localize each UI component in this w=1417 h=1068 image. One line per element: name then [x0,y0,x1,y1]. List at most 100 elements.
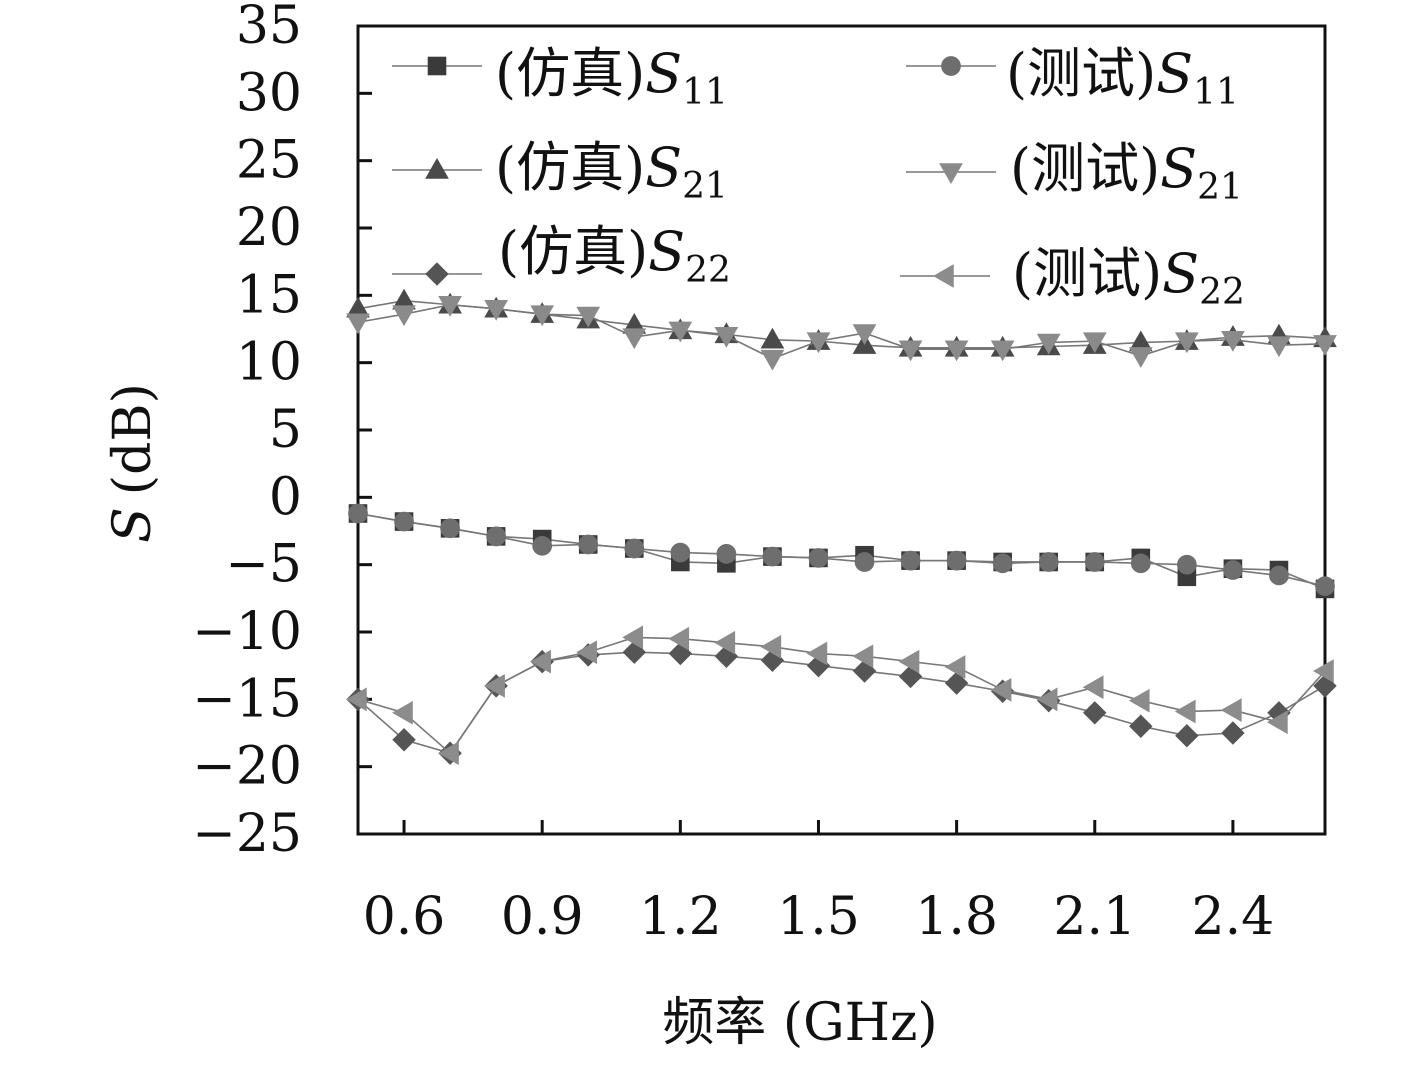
data-point [944,340,969,362]
data-point [1082,675,1104,700]
data-point [1174,699,1196,724]
series-4 [346,640,1337,765]
legend-label: (测试)S22 [1012,242,1245,313]
legend-marker [941,56,961,76]
data-point [1082,332,1107,354]
series-layer [345,288,1337,766]
data-point [484,300,509,321]
data-point [714,630,736,655]
legend-prefix: (测试) [1006,42,1156,105]
data-point [806,332,831,354]
legend-prefix: (仿真) [498,220,648,283]
legend-prefix: (仿真) [495,136,645,199]
data-point [1315,576,1335,597]
data-point [898,340,923,362]
legend-subscript: 22 [685,250,731,291]
data-point [440,518,460,539]
legend-subscript: 21 [1197,167,1243,208]
data-point [1266,710,1288,735]
data-point [348,503,368,524]
legend-subscript: 11 [1193,72,1239,113]
data-point [1221,721,1245,745]
data-point [1220,698,1242,722]
series-line [357,636,1326,755]
y-tick-label: 0 [269,467,302,527]
data-point [1174,332,1199,354]
legend-entry: (仿真)S11 [392,42,728,113]
data-point [346,313,370,335]
data-point [1269,565,1289,586]
y-tick-label: 10 [236,333,302,393]
legend-symbol: S [1156,42,1193,105]
y-tick-label: 30 [236,63,302,123]
legend-entry: (仿真)S21 [392,136,728,207]
legend-symbol: S [645,136,682,199]
x-axis-ticks: 0.6 0.9 1.2 1.5 1.8 2.1 2.4 [363,820,1274,947]
data-point [392,700,413,725]
x-axis-label: 频率 (GHz) [662,993,937,1053]
y-tick-label: 25 [236,131,302,191]
y-axis-label: S (dB) [103,383,163,543]
data-point [760,634,782,659]
data-point [576,640,597,665]
y-axis-label-unit: (dB) [103,383,163,495]
data-point [1038,552,1059,572]
y-tick-label: −25 [192,804,302,864]
y-tick-label: 35 [236,0,302,56]
data-point [760,327,785,349]
y-axis-ticks: 35 30 25 20 15 10 5 0 −5 −10 −15 −20 −25 [192,0,372,864]
data-point [854,552,875,572]
y-tick-label: −5 [225,535,302,595]
data-point [438,296,462,317]
series-line [357,512,1326,587]
x-tick-label: 1.5 [777,887,860,947]
y-tick-label: −20 [192,737,302,797]
legend-prefix: (仿真) [495,42,645,105]
data-point [392,728,416,752]
data-point [394,511,414,532]
data-point [578,534,599,555]
data-point [530,305,555,327]
data-point [1083,701,1107,725]
legend-subscript: 22 [1199,272,1245,313]
data-point [622,625,644,650]
series-1 [348,503,1335,597]
x-tick-label: 0.6 [363,887,446,947]
data-point [670,542,691,563]
data-point [992,553,1013,574]
data-point [946,550,967,571]
data-point [486,526,506,547]
data-point [808,548,829,568]
legend-symbol: S [1162,242,1199,305]
data-point [624,538,645,559]
series-5 [345,625,1334,766]
data-point [944,655,966,679]
data-point [1177,554,1197,575]
series-3 [346,296,1337,371]
legend-entry: (测试)S11 [906,42,1239,113]
legend-prefix: (测试) [1010,137,1160,200]
x-tick-label: 1.8 [915,887,998,947]
legend-marker [425,262,449,286]
data-point [345,687,367,712]
legend-symbol: S [648,220,685,283]
legend-prefix: (测试) [1012,242,1162,305]
data-point [532,535,553,556]
data-point [530,649,551,674]
data-point [852,324,877,346]
series-0 [348,504,1335,599]
series-line [357,303,1326,360]
data-point [898,649,920,674]
data-point [806,641,828,666]
data-point [1036,333,1061,355]
data-point [716,544,737,564]
series-line [357,512,1326,590]
data-point [576,306,601,328]
data-point [438,741,459,766]
data-point [668,321,693,343]
legend-label: (仿真)S11 [495,42,728,113]
legend: (仿真)S11 (测试)S11(仿真)S21 (测试)S21(仿真)S22 (测试)S… [392,42,1245,313]
data-point [944,671,969,695]
data-point [1128,688,1150,713]
